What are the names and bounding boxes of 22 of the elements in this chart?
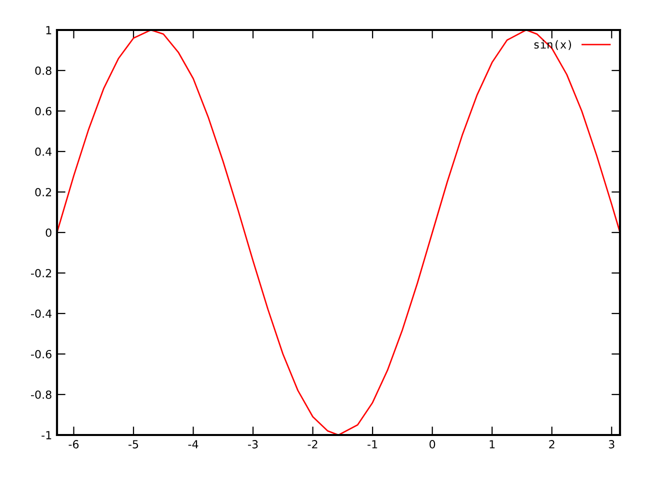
x-tick-label: -1 <box>368 440 378 448</box>
x-tick-label: 0 <box>430 440 436 448</box>
x-tick-label: -2 <box>308 440 318 448</box>
y-tick-label: -0.8 <box>31 390 52 399</box>
x-tick-label: -6 <box>68 440 79 448</box>
y-tick-label: 0.8 <box>35 66 52 75</box>
x-tick-label: -3 <box>248 440 258 448</box>
y-tick-label: 0.4 <box>35 147 52 156</box>
y-tick-label: 0 <box>46 228 52 237</box>
y-tick-label: 0.2 <box>35 188 52 196</box>
y-tick-label: -1 <box>42 431 52 440</box>
x-tick-label: -5 <box>128 440 138 448</box>
x-tick-label: 3 <box>608 440 614 448</box>
x-tick-label: 2 <box>549 440 554 448</box>
y-tick-label: -0.4 <box>31 309 52 318</box>
y-tick-label: 0.6 <box>35 106 52 116</box>
y-tick-label: -0.2 <box>31 268 52 278</box>
x-tick-label: -4 <box>188 440 198 448</box>
y-tick-label: 1 <box>46 26 52 34</box>
line-series <box>57 30 620 435</box>
y-tick-label: -0.6 <box>31 350 52 358</box>
x-tick-label: 1 <box>490 440 495 448</box>
